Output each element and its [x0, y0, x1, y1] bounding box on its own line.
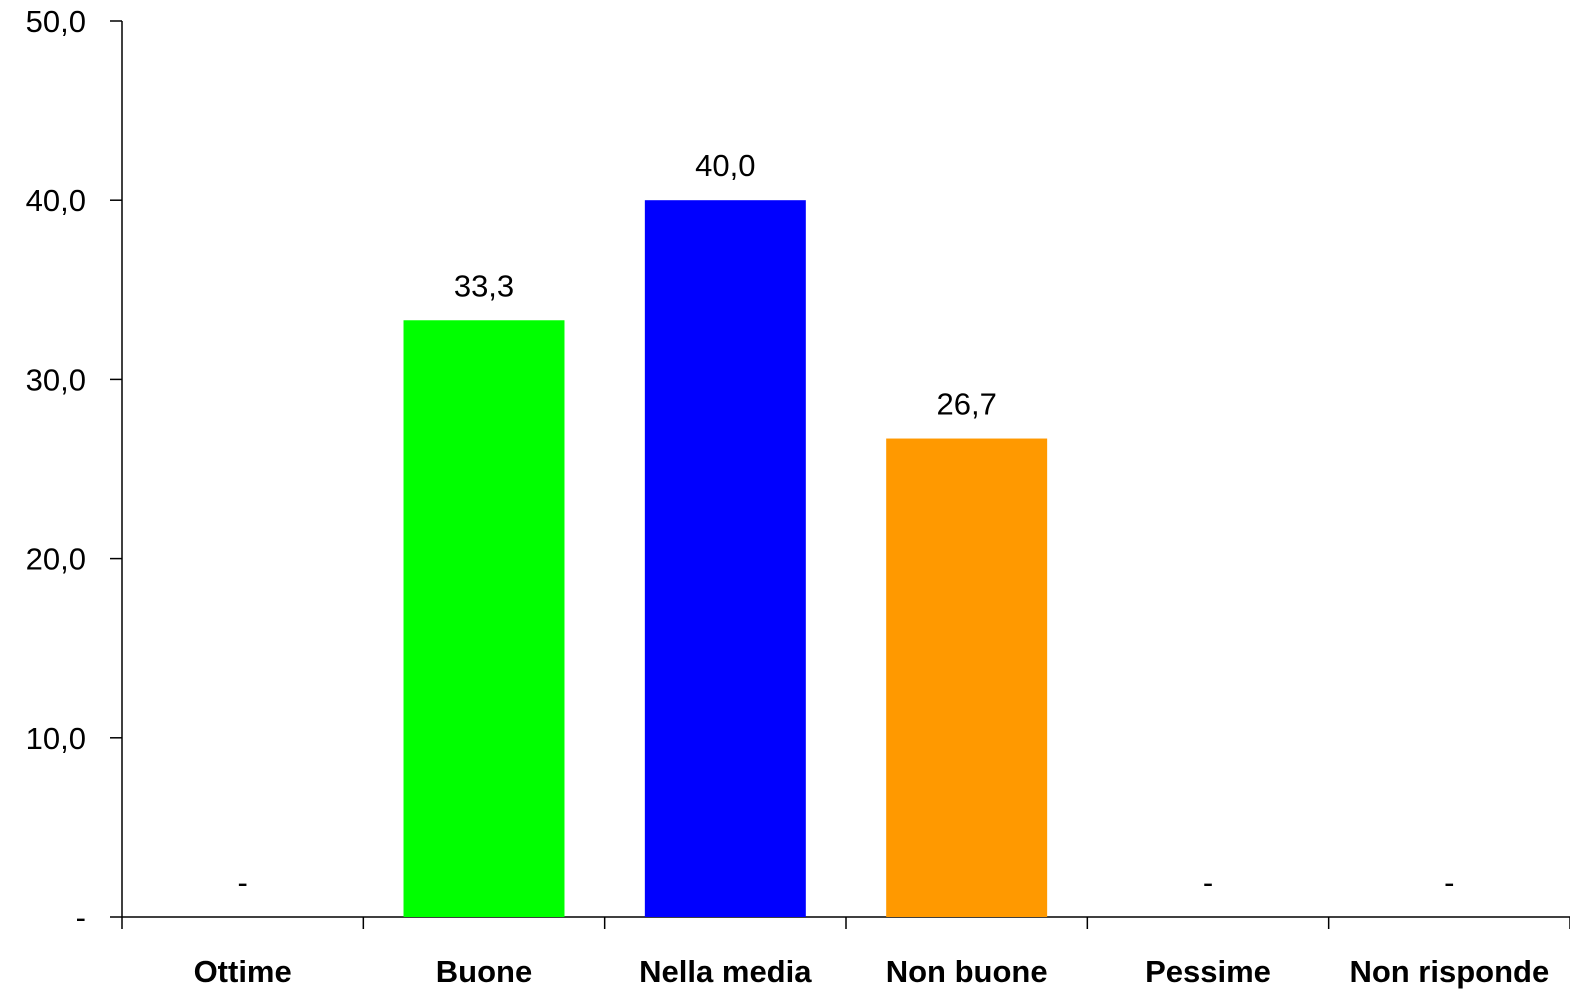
y-tick-label: 10,0: [26, 721, 86, 756]
category-labels: Ottime Buone Nella media Non buone Pessime No…: [194, 954, 1550, 989]
y-axis-ticks: - 10,0 20,0 30,0 40,0 50,0: [26, 4, 122, 935]
bar-nella-media: [644, 200, 806, 917]
data-label: -: [238, 865, 248, 900]
category-label: Non buone: [886, 954, 1048, 989]
category-label: Nella media: [639, 954, 812, 989]
category-label: Ottime: [194, 954, 292, 989]
data-label: 33,3: [454, 268, 514, 303]
plot-area: - 10,0 20,0 30,0 40,0 50,0 - 33,3 40,0 26,7 - - Ot…: [26, 4, 1570, 989]
category-label: Buone: [436, 954, 532, 989]
category-label: Pessime: [1145, 954, 1271, 989]
bar-buone: [403, 320, 565, 917]
data-label: -: [1444, 865, 1454, 900]
y-tick-label: 40,0: [26, 183, 86, 218]
data-labels: - 33,3 40,0 26,7 - -: [238, 148, 1455, 900]
y-tick-label: 50,0: [26, 4, 86, 39]
data-label: -: [1203, 865, 1213, 900]
x-axis-ticks: [121, 917, 1570, 929]
bars: [403, 200, 1048, 917]
data-label: 40,0: [695, 148, 755, 183]
bar-non-buone: [886, 438, 1048, 917]
y-tick-label: 20,0: [26, 542, 86, 577]
data-label: 26,7: [936, 387, 996, 422]
y-tick-label: 30,0: [26, 362, 86, 397]
category-label: Non risponde: [1349, 954, 1549, 989]
y-tick-label: -: [76, 900, 86, 935]
